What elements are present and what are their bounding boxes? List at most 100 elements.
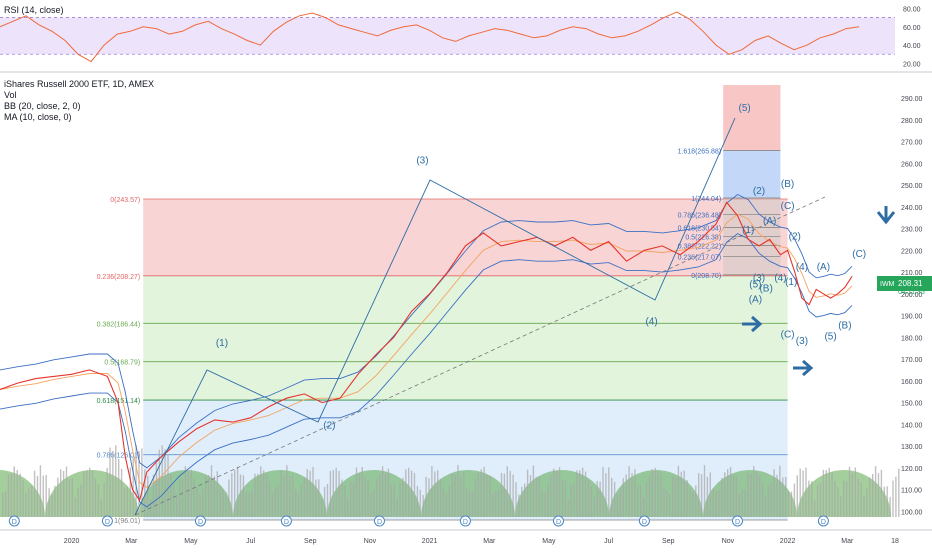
volume-bar [616,493,619,517]
volume-bar [483,466,485,517]
volume-bar [422,495,424,517]
volume-bar [13,466,15,517]
fib2-level-label: 0.786(236.48) [678,212,722,219]
x-tick-label: 18 [891,538,899,545]
volume-bar [399,482,401,517]
volume-bar [703,465,706,517]
volume-bar [112,450,114,517]
volume-bar [770,482,772,517]
volume-bar [898,468,900,517]
volume-bar [506,466,508,517]
volume-bar [477,472,479,517]
elliott-wave-label: (3) [796,336,808,347]
dividend-label: D [377,519,382,526]
elliott-wave-label: (A) [763,216,776,227]
volume-bar [738,493,740,517]
volume-bar [303,476,305,517]
volume-bar [576,470,578,517]
volume-bar [663,486,665,517]
volume-bar [326,483,329,517]
fib-retracement-secondary: 1.618(265.88) 1(244.04) 0.786(236.48) 0.618… [678,85,781,280]
dividend-label: D [556,519,561,526]
volume-bar [700,474,703,517]
volume-bar [619,488,622,517]
volume-bar [756,471,758,517]
price-tick-label: 180.00 [901,335,923,342]
volume-bar [724,472,726,517]
volume-bar [764,495,767,517]
volume-bar [106,467,108,517]
x-tick-label: Sep [662,538,675,545]
elliott-wave-label: (B) [838,321,851,332]
volume-bar [364,477,366,517]
volume-bar [790,491,793,517]
x-tick-label: Mar [841,538,854,545]
volume-bar [799,468,801,517]
volume-bar [242,475,245,517]
arrow-right-icon [793,359,814,377]
volume-bar [709,472,711,517]
volume-bar [825,470,827,517]
dividend-label: D [821,519,826,526]
dividend-icon [8,515,20,527]
volume-bar [65,466,68,517]
volume-bar [147,475,149,517]
volume-bar [80,484,82,517]
volume-bar [419,489,421,517]
volume-bar [503,473,506,517]
volume-bar [358,473,361,517]
fib-zone [143,361,788,401]
fib2-level-label: 0.618(230.54) [678,225,722,232]
volume-bar [677,465,680,517]
volume-bar [550,476,552,517]
volume-bar [396,498,398,517]
volume-bar [698,473,700,517]
volume-bar [126,486,129,517]
volume-bar [228,479,230,517]
volume-bar [10,474,13,517]
ma-legend: MA (10, close, 0) [4,112,72,122]
volume-bar [645,481,648,517]
volume-bar [62,470,65,517]
rsi-y-axis: 20.00 40.00 60.00 80.00 [903,6,921,68]
volume-bar [735,476,738,517]
elliott-wave-label: (C) [781,329,795,340]
volume-bar [367,481,369,517]
volume-bar [582,467,584,517]
price-badge: IWM 208.31 04:11:35 [877,276,932,296]
price-tick-label: 230.00 [901,227,923,234]
volume-bar [387,468,390,517]
volume-bar [451,473,453,517]
volume-bar [315,479,317,517]
volume-bar [671,476,674,517]
volume-bar [274,487,276,517]
volume-bar [793,483,796,517]
rsi-tick-label: 40.00 [903,43,921,50]
price-tick-label: 210.00 [901,270,923,277]
x-tick-label: Jul [604,538,613,545]
price-tick-label: 220.00 [901,248,923,255]
dividend-label: D [105,519,110,526]
fib-level-label: 0.5(168.79) [104,360,140,367]
volume-bar [318,479,320,517]
volume-bar [814,500,816,517]
volume-bar [529,475,532,517]
volume-bar [579,470,581,517]
volume-bar [28,488,30,517]
volume-bar [834,480,836,517]
volume-bar [178,477,181,517]
volume-bar [187,471,189,517]
elliott-wave-label: (A) [817,262,830,273]
volume-bar [289,476,291,517]
volume-bar [48,488,50,517]
volume-bar [828,467,830,517]
volume-bar [45,474,47,517]
volume-bar [489,475,491,517]
volume-bar [872,473,874,517]
dividend-icon [817,515,829,527]
dividend-icon [638,515,650,527]
price-y-axis: 100.00 110.00 120.00 130.00 140.00 150.00 160.… [901,96,923,516]
fib2-level-label: 1.618(265.88) [678,149,722,156]
volume-bar [480,469,482,517]
elliott-wave-label: (3) [753,273,765,284]
